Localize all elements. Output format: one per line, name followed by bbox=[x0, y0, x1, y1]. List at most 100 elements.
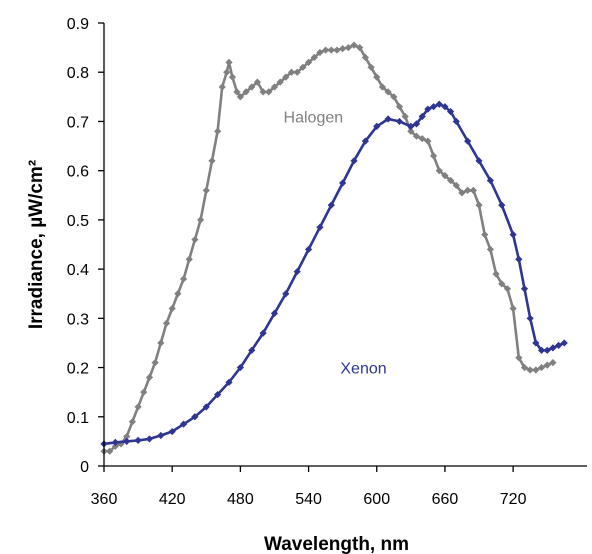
data-point bbox=[162, 319, 171, 327]
data-point bbox=[503, 285, 512, 293]
data-point bbox=[424, 137, 432, 145]
data-point bbox=[151, 359, 159, 367]
data-point bbox=[140, 388, 148, 396]
data-point bbox=[282, 73, 290, 81]
data-point bbox=[179, 275, 188, 283]
data-point bbox=[361, 53, 369, 62]
data-point bbox=[395, 117, 404, 126]
data-point bbox=[202, 186, 210, 194]
data-point bbox=[526, 366, 534, 374]
data-point bbox=[225, 378, 233, 386]
data-point bbox=[344, 44, 352, 52]
y-tick-label: 0.6 bbox=[67, 164, 89, 181]
data-point bbox=[214, 391, 222, 399]
data-point bbox=[441, 171, 449, 180]
data-point bbox=[197, 216, 205, 224]
x-tick-label: 720 bbox=[500, 491, 527, 508]
data-point bbox=[526, 314, 534, 322]
data-point bbox=[486, 176, 494, 185]
series-label-halogen: Halogen bbox=[284, 110, 344, 127]
data-point bbox=[202, 403, 210, 411]
data-point bbox=[549, 359, 557, 367]
data-point bbox=[287, 68, 296, 76]
data-point bbox=[350, 157, 358, 165]
data-point bbox=[157, 339, 165, 347]
data-point bbox=[179, 420, 188, 428]
data-point bbox=[339, 44, 347, 53]
data-point bbox=[168, 427, 176, 436]
data-point bbox=[218, 83, 226, 91]
data-point bbox=[327, 46, 335, 54]
data-point bbox=[492, 270, 500, 278]
data-point bbox=[270, 83, 279, 91]
data-point bbox=[248, 346, 256, 354]
x-tick-label: 480 bbox=[227, 491, 254, 508]
data-point bbox=[214, 127, 222, 135]
data-point bbox=[236, 93, 244, 101]
data-point bbox=[560, 339, 568, 347]
data-point bbox=[356, 44, 364, 52]
data-point bbox=[384, 88, 392, 96]
data-point bbox=[481, 231, 489, 239]
data-point bbox=[233, 88, 241, 96]
y-tick-label: 0 bbox=[80, 459, 89, 476]
x-tick-label: 660 bbox=[432, 491, 459, 508]
data-point bbox=[554, 341, 563, 350]
data-point bbox=[223, 68, 231, 76]
data-point bbox=[520, 363, 529, 372]
y-axis-title: Irradiance, µW/cm² bbox=[26, 160, 47, 329]
data-point bbox=[475, 201, 483, 209]
data-point bbox=[435, 100, 443, 108]
data-point bbox=[407, 122, 415, 130]
data-point bbox=[378, 83, 387, 91]
data-point bbox=[515, 255, 523, 263]
data-point bbox=[293, 267, 301, 276]
data-point bbox=[111, 438, 119, 446]
data-point bbox=[373, 73, 381, 81]
data-point bbox=[310, 53, 318, 62]
data-point bbox=[253, 78, 262, 86]
data-point bbox=[447, 176, 455, 185]
data-point bbox=[441, 103, 449, 111]
data-point bbox=[498, 280, 506, 288]
data-point bbox=[549, 344, 557, 352]
data-point bbox=[106, 447, 114, 455]
data-point bbox=[401, 112, 409, 121]
data-point bbox=[509, 231, 517, 239]
data-point bbox=[117, 440, 125, 448]
data-point bbox=[248, 83, 256, 91]
x-ticks: 360 420 480 540 600 660 720 bbox=[91, 466, 527, 508]
data-point bbox=[333, 46, 341, 54]
data-point bbox=[145, 435, 154, 443]
y-tick-label: 0.2 bbox=[67, 361, 89, 378]
y-tick-label: 0.8 bbox=[67, 65, 89, 82]
y-tick-label: 0.1 bbox=[67, 410, 89, 427]
data-point bbox=[373, 122, 381, 130]
y-tick-label: 0.9 bbox=[67, 16, 89, 33]
data-point bbox=[111, 442, 119, 450]
data-point bbox=[350, 41, 358, 49]
data-point bbox=[185, 255, 193, 263]
data-point bbox=[543, 346, 551, 354]
data-point bbox=[128, 418, 137, 426]
series-xenon bbox=[100, 100, 568, 448]
series-annotations: Halogen Xenon bbox=[284, 110, 387, 378]
data-point bbox=[475, 157, 483, 165]
data-point bbox=[339, 179, 347, 187]
data-point bbox=[242, 88, 250, 96]
data-point bbox=[498, 201, 506, 209]
data-point bbox=[123, 432, 131, 441]
data-point bbox=[418, 112, 426, 121]
data-point bbox=[395, 103, 404, 111]
data-point bbox=[191, 235, 199, 244]
data-point bbox=[157, 431, 165, 440]
data-point bbox=[486, 245, 494, 254]
x-tick-label: 360 bbox=[91, 491, 118, 508]
data-point bbox=[412, 132, 421, 140]
data-point bbox=[458, 189, 466, 197]
data-point bbox=[361, 137, 369, 145]
data-point bbox=[123, 437, 131, 445]
data-point bbox=[282, 290, 290, 298]
x-axis-title: Wavelength, nm bbox=[264, 534, 409, 554]
data-point bbox=[424, 105, 432, 113]
